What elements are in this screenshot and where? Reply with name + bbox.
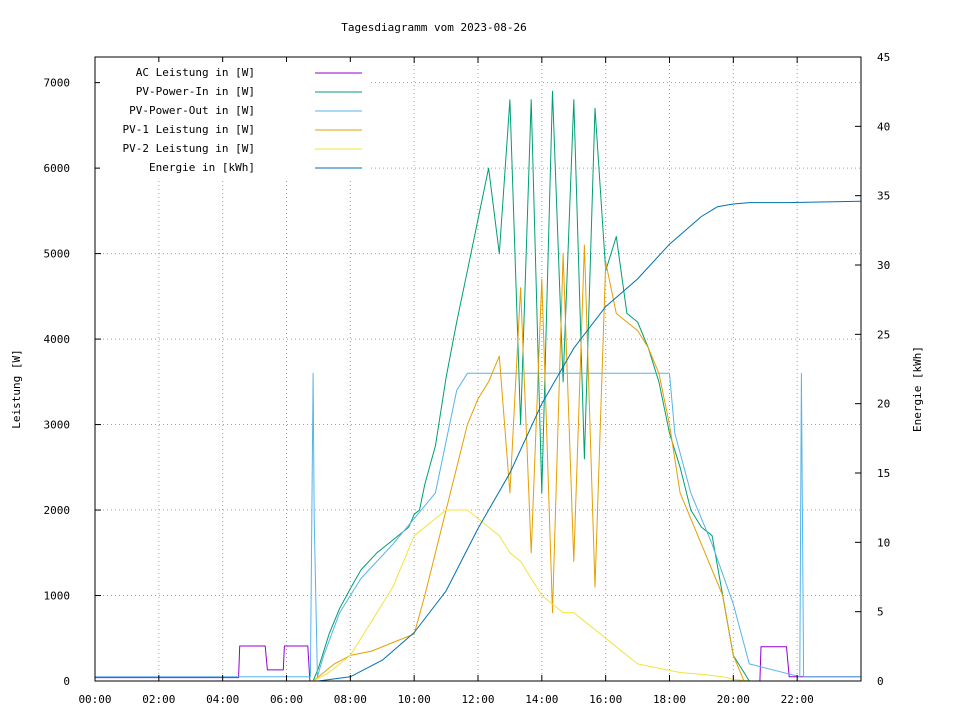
- legend-label-pv-power-out-in-w: PV-Power-Out in [W]: [129, 104, 255, 117]
- y2-tick-label: 0: [877, 675, 884, 688]
- legend-label-pv-2-leistung-in-w: PV-2 Leistung in [W]: [123, 142, 255, 155]
- x-tick-label: 10:00: [398, 693, 431, 706]
- x-tick-label: 06:00: [270, 693, 303, 706]
- y2-tick-label: 10: [877, 536, 890, 549]
- legend-label-ac-leistung-in-w: AC Leistung in [W]: [136, 66, 255, 79]
- y-tick-label: 6000: [44, 162, 71, 175]
- legend-label-pv-power-in-in-w: PV-Power-In in [W]: [136, 85, 255, 98]
- y-tick-label: 5000: [44, 248, 71, 261]
- x-tick-label: 16:00: [589, 693, 622, 706]
- y2-tick-label: 40: [877, 120, 890, 133]
- chart-title: Tagesdiagramm vom 2023-08-26: [341, 21, 526, 34]
- series-line-energie-in-kwh: [95, 200, 862, 682]
- axis-ticks: 00:00 02:00 04:00 06:00 08:00 10:00 12:00 14:00…: [44, 51, 891, 706]
- y2-tick-label: 25: [877, 328, 890, 341]
- series-line-pv-power-in-in-w: [95, 90, 861, 682]
- x-tick-label: 18:00: [653, 693, 686, 706]
- series-layer: [95, 90, 862, 682]
- y2-tick-label: 20: [877, 398, 890, 411]
- x-tick-label: 00:00: [78, 693, 111, 706]
- x-tick-label: 22:00: [781, 693, 814, 706]
- y2-tick-label: 30: [877, 259, 890, 272]
- legend-background: [100, 62, 370, 178]
- x-tick-label: 12:00: [461, 693, 494, 706]
- y-tick-label: 1000: [44, 590, 71, 603]
- y-tick-label: 0: [63, 675, 70, 688]
- legend-label-pv-1-leistung-in-w: PV-1 Leistung in [W]: [123, 123, 255, 136]
- y2-tick-label: 45: [877, 51, 890, 64]
- y2-tick-label: 5: [877, 606, 884, 619]
- series-line-ac-leistung-in-w: [95, 645, 861, 682]
- y2-axis-label: Energie [kWh]: [911, 346, 924, 432]
- y-tick-label: 2000: [44, 504, 71, 517]
- x-tick-label: 14:00: [525, 693, 558, 706]
- y-tick-label: 4000: [44, 333, 71, 346]
- x-tick-label: 20:00: [717, 693, 750, 706]
- y2-tick-label: 15: [877, 467, 890, 480]
- x-tick-label: 02:00: [142, 693, 175, 706]
- y2-tick-label: 35: [877, 190, 890, 203]
- x-tick-label: 08:00: [334, 693, 367, 706]
- series-line-pv-power-out-in-w: [95, 372, 861, 678]
- legend: AC Leistung in [W] PV-Power-In in [W] PV-P…: [100, 62, 370, 178]
- series-line-pv-1-leistung-in-w: [95, 244, 861, 682]
- legend-label-energie-in-kwh: Energie in [kWh]: [149, 161, 255, 174]
- y-tick-label: 7000: [44, 77, 71, 90]
- x-tick-label: 04:00: [206, 693, 239, 706]
- y-axis-label: Leistung [W]: [10, 349, 23, 428]
- series-line-pv-2-leistung-in-w: [95, 509, 861, 682]
- y-tick-label: 3000: [44, 419, 71, 432]
